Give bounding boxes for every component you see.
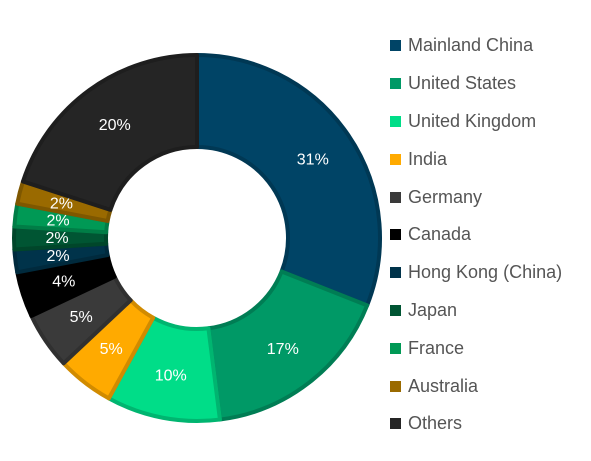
legend-swatch — [390, 78, 401, 90]
legend-label: Germany — [408, 186, 483, 207]
chart-legend: Mainland China United States United Kingdo… — [390, 27, 585, 443]
slice-label: 2% — [47, 213, 70, 230]
legend-swatch — [390, 153, 401, 165]
legend-item: Others — [390, 405, 585, 443]
legend-item: United Kingdom — [390, 103, 585, 141]
legend-item: United States — [390, 65, 585, 103]
legend-item: Japan — [390, 292, 585, 330]
slice-label: 10% — [155, 368, 187, 385]
legend-item: Mainland China — [390, 27, 585, 65]
legend-swatch — [390, 40, 401, 52]
slice-label: 5% — [70, 309, 93, 326]
legend-label: Hong Kong (China) — [408, 262, 563, 283]
legend-swatch — [390, 418, 401, 430]
slice-label: 2% — [47, 248, 70, 265]
legend-item: Canada — [390, 216, 585, 254]
slice-label: 20% — [99, 117, 131, 134]
slice-label: 5% — [100, 341, 123, 358]
legend-label: United States — [408, 73, 517, 94]
slice-mainland-china — [195, 53, 382, 308]
legend-swatch — [390, 342, 401, 354]
slice-united-states — [206, 269, 370, 422]
legend-label: Others — [408, 413, 463, 434]
slice-label: 4% — [52, 273, 75, 290]
legend-item: Australia — [390, 367, 585, 405]
slice-label: 17% — [267, 341, 299, 358]
legend-swatch — [390, 229, 401, 241]
legend-item: India — [390, 140, 585, 178]
legend-label: Australia — [408, 375, 479, 396]
slice-others — [20, 53, 199, 212]
legend-swatch — [390, 267, 401, 279]
legend-item: Germany — [390, 178, 585, 216]
legend-item: France — [390, 329, 585, 367]
slice-label: 2% — [45, 230, 68, 247]
legend-item: Hong Kong (China) — [390, 254, 585, 292]
legend-label: United Kingdom — [408, 110, 537, 131]
slice-label: 2% — [50, 195, 73, 212]
legend-label: Canada — [408, 224, 472, 245]
legend-label: Japan — [408, 299, 458, 320]
legend-label: France — [408, 337, 465, 358]
legend-swatch — [390, 115, 401, 127]
legend-label: India — [408, 148, 448, 169]
legend-swatch — [390, 191, 401, 203]
legend-label: Mainland China — [408, 35, 534, 56]
legend-swatch — [390, 304, 401, 316]
slice-label: 31% — [297, 152, 329, 169]
legend-swatch — [390, 380, 401, 392]
